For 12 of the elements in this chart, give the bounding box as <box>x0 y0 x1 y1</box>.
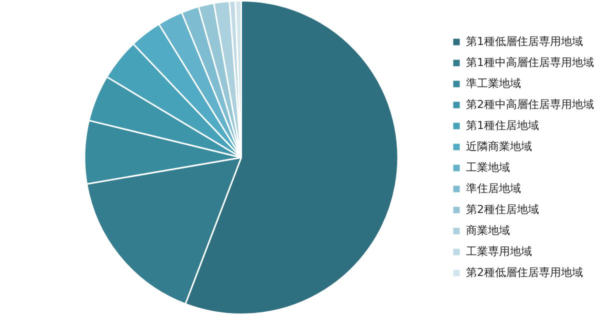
legend-label: 第1種住居地域 <box>466 118 539 132</box>
legend-label: 第2種住居地域 <box>466 202 539 216</box>
legend-label: 第1種中高層住居専用地域 <box>466 56 594 69</box>
legend-label: 第2種低層住居専用地域 <box>466 266 583 279</box>
legend-label: 近隣商業地域 <box>466 140 532 153</box>
legend-label: 工業地域 <box>466 160 510 174</box>
legend-label: 準住居地域 <box>466 182 521 195</box>
legend-label: 準工業地域 <box>466 76 521 90</box>
legend-label: 第1種低層住居専用地域 <box>466 34 583 48</box>
legend-label: 第2種中高層住居専用地域 <box>466 98 594 111</box>
legend-label: 商業地域 <box>466 224 510 237</box>
legend-label: 工業専用地域 <box>466 244 532 258</box>
